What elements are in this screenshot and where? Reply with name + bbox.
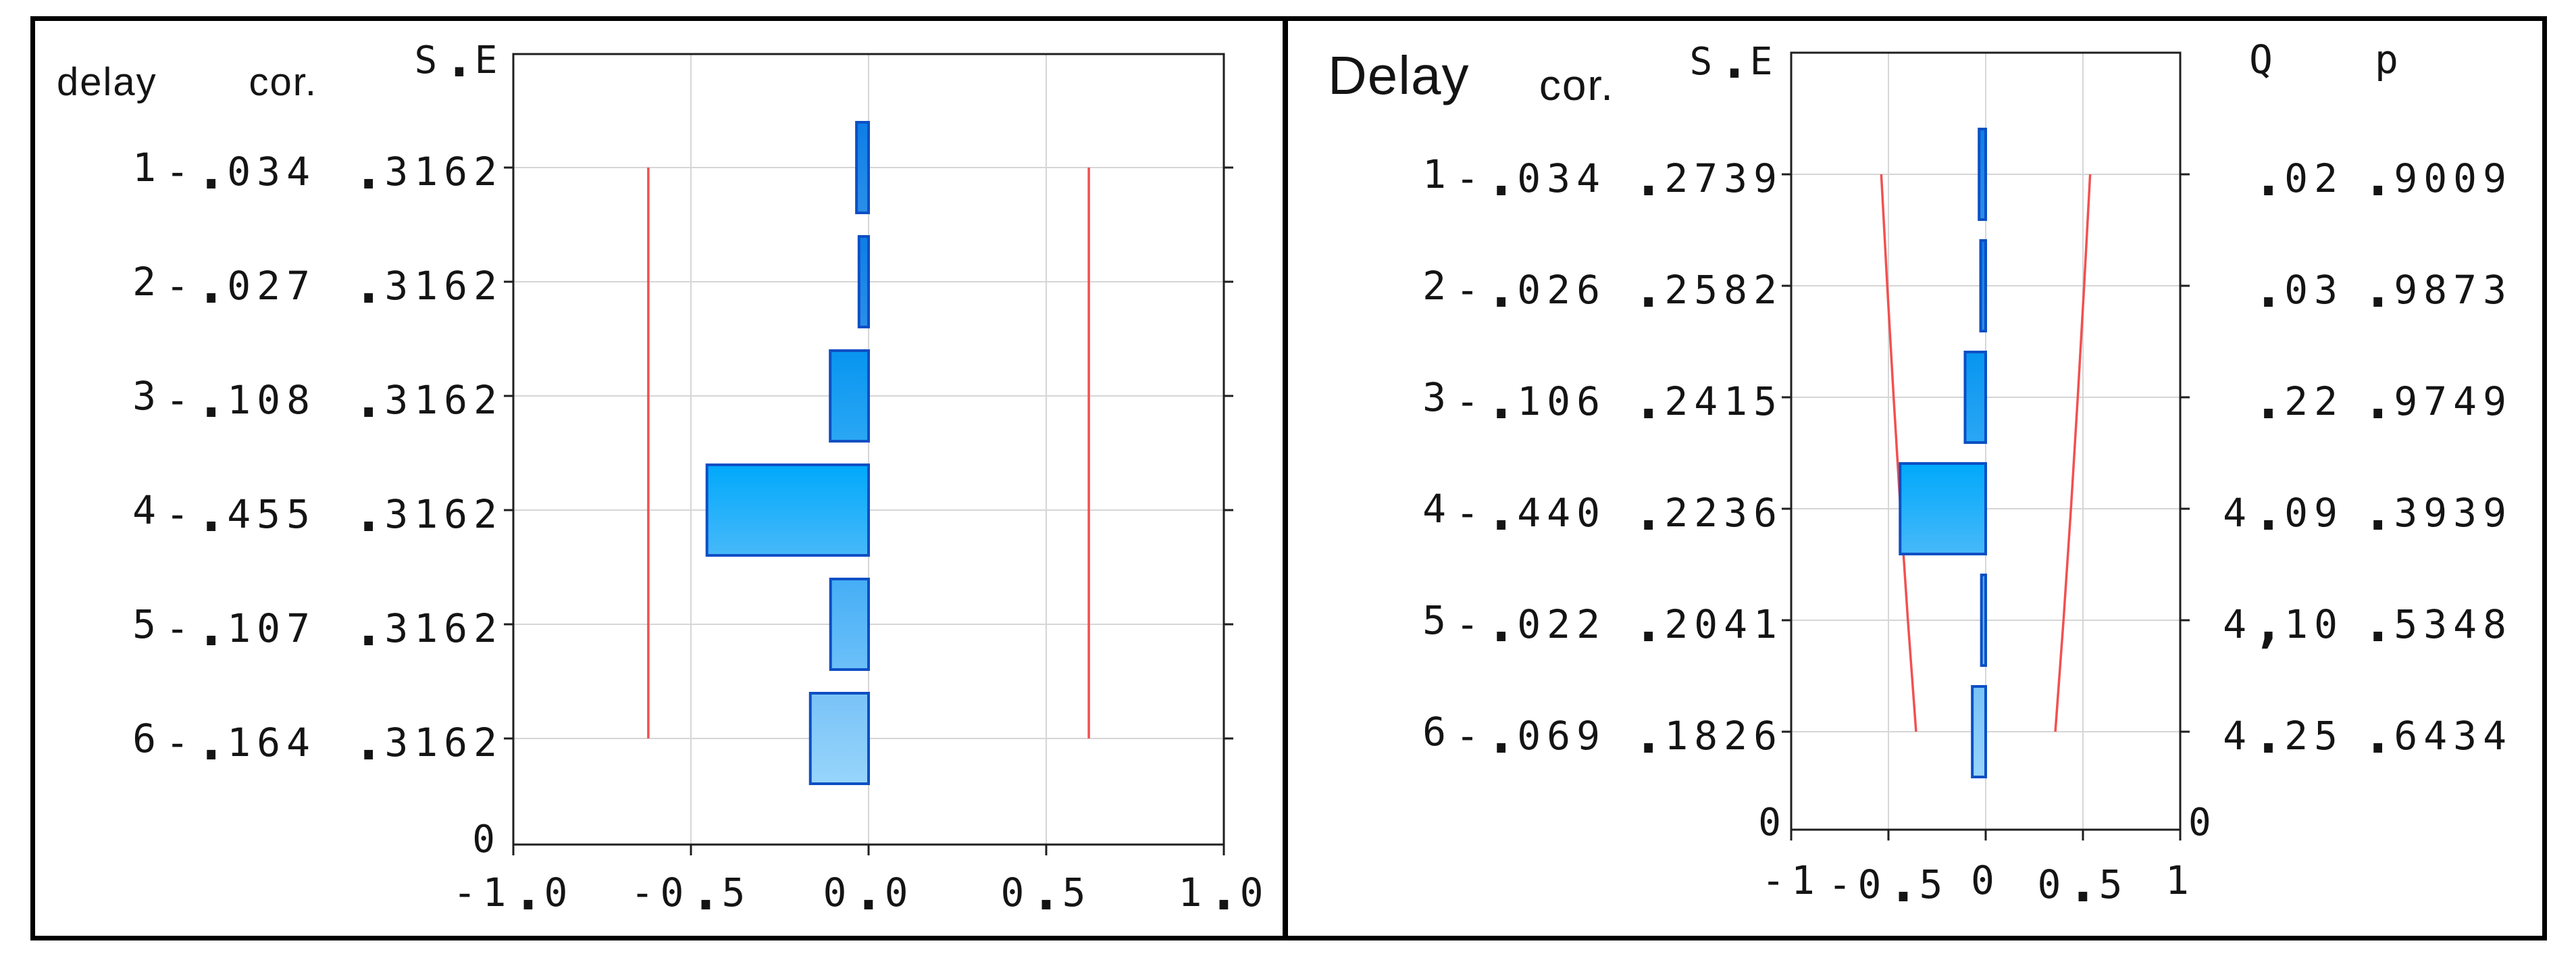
right-row4-se-value: .2236 (1632, 481, 1783, 543)
right-row3-cor-value: -.106 (1456, 370, 1606, 432)
right-row1-cor-value: -.034 (1456, 147, 1606, 209)
right-row2-delay-value: 2 (1422, 263, 1452, 309)
right-chart (1782, 51, 2190, 840)
right-header-p: p (2375, 36, 2404, 82)
left-row6-cor-value: -.164 (165, 711, 316, 773)
left-row3-cor-value: -.108 (165, 368, 316, 430)
right-row2-q-value: .03 (2252, 258, 2344, 320)
right-xaxis-tick-label-2: 0 (1971, 857, 2001, 903)
right-row4-q-value: 4.09 (2223, 481, 2344, 543)
right-row5-q-value: 4,10 (2223, 593, 2344, 655)
left-row4-cor-value: -.455 (165, 482, 316, 545)
left-xaxis-tick-label-4: 1.0 (1178, 861, 1270, 923)
right-row3-se-value: .2415 (1632, 370, 1783, 432)
left-row6-se-value: .3162 (353, 711, 503, 773)
left-xaxis-tick-label-0: -1.0 (453, 861, 574, 923)
right-row5-cor-value: -.022 (1456, 593, 1606, 655)
right-row3-p-value: .9749 (2362, 370, 2513, 432)
correlation-bar-delay-1 (855, 121, 870, 214)
right-row2-cor-value: -.026 (1456, 258, 1606, 320)
left-row5-cor-value: -.107 (165, 597, 316, 659)
left-header-delay: delay (57, 60, 157, 104)
left-row2-delay-value: 2 (132, 259, 162, 305)
left-row5-delay-value: 5 (132, 601, 162, 647)
correlation-bar-delay-4 (1899, 462, 1988, 555)
right-row4-cor-value: -.440 (1456, 481, 1606, 543)
right-xaxis-tick-label-0: -1 (1761, 857, 1821, 903)
correlation-bar-delay-3 (829, 349, 871, 443)
right-row6-delay-value: 6 (1422, 709, 1452, 755)
left-xaxis-tick-label-3: 0.5 (1000, 861, 1092, 923)
right-row4-delay-value: 4 (1422, 486, 1452, 532)
left-row1-delay-value: 1 (132, 145, 162, 191)
correlation-bar-delay-3 (1963, 351, 1987, 444)
confidence-funnel-line (1880, 174, 1917, 732)
panel-divider (1283, 16, 1288, 940)
left-row2-se-value: .3162 (353, 254, 503, 316)
correlation-bar-delay-2 (857, 235, 870, 328)
right-xaxis-tick-label-1: -0.5 (1828, 853, 1949, 915)
left-row1-se-value: .3162 (353, 140, 503, 202)
right-row1-p-value: .9009 (2362, 147, 2513, 209)
left-xaxis-tick-label-1: -0.5 (630, 861, 752, 923)
right-header-delay: Delay (1328, 45, 1470, 105)
correlation-bar-delay-6 (1971, 685, 1987, 778)
left-row4-se-value: .3162 (353, 482, 503, 545)
right-row5-p-value: .5348 (2362, 593, 2513, 655)
correlation-bar-delay-5 (1980, 574, 1988, 667)
right-row6-se-value: .1826 (1632, 704, 1783, 766)
left-chart (504, 53, 1233, 855)
right-row6-p-value: .6434 (2362, 704, 2513, 766)
right-row6-q-value: 4.25 (2223, 704, 2344, 766)
confidence-funnel-line (2054, 174, 2092, 732)
correlation-bar-delay-5 (829, 578, 871, 671)
outer-border (30, 16, 2547, 940)
correlation-bar-delay-1 (1978, 128, 1988, 221)
correlation-bar-delay-6 (808, 692, 870, 785)
left-row3-se-value: .3162 (353, 368, 503, 430)
right-row5-delay-value: 5 (1422, 597, 1452, 643)
right-row2-se-value: .2582 (1632, 258, 1783, 320)
left-row4-delay-value: 4 (132, 487, 162, 533)
left-header-cor: cor. (249, 60, 317, 104)
right-row4-p-value: .3939 (2362, 481, 2513, 543)
right-row3-q-value: .22 (2252, 370, 2344, 432)
left-row6-delay-value: 6 (132, 716, 162, 761)
right-row6-cor-value: -.069 (1456, 704, 1606, 766)
right-row3-delay-value: 3 (1422, 374, 1452, 420)
right-yaxis-zero-label-left: 0 (1758, 801, 1787, 845)
left-row3-delay-value: 3 (132, 373, 162, 419)
right-row2-p-value: .9873 (2362, 258, 2513, 320)
right-yaxis-zero-label-right: 0 (2188, 801, 2217, 845)
right-xaxis-tick-label-3: 0.5 (2037, 853, 2129, 915)
left-row2-cor-value: -.027 (165, 254, 316, 316)
right-row5-se-value: .2041 (1632, 593, 1783, 655)
correlation-bar-delay-2 (1979, 239, 1987, 332)
right-header-cor: cor. (1539, 61, 1614, 109)
right-header-q: Q (2249, 36, 2279, 82)
correlation-bar-delay-4 (705, 463, 871, 557)
right-row1-q-value: .02 (2252, 147, 2344, 209)
right-xaxis-tick-label-4: 1 (2165, 857, 2195, 903)
left-row1-cor-value: -.034 (165, 140, 316, 202)
left-yaxis-zero-label: 0 (472, 818, 501, 861)
left-row5-se-value: .3162 (353, 597, 503, 659)
right-row1-se-value: .2739 (1632, 147, 1783, 209)
left-header-se: S.E (414, 29, 505, 89)
right-row1-delay-value: 1 (1422, 151, 1452, 197)
right-header-se: S.E (1689, 30, 1780, 91)
left-xaxis-tick-label-2: 0.0 (823, 861, 915, 923)
